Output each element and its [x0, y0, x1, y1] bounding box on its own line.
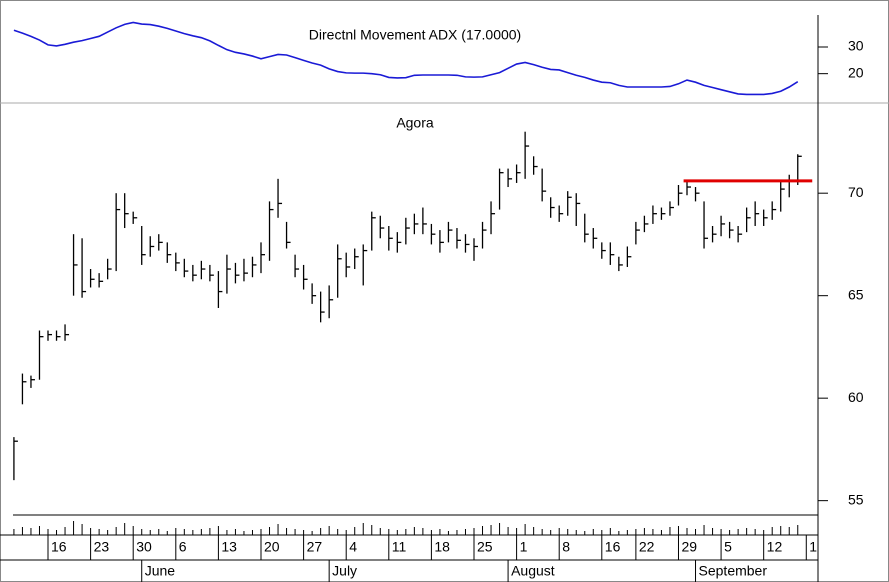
- price-title: Agora: [396, 115, 434, 131]
- y-tick-label: 30: [848, 38, 864, 54]
- y-tick-label: 70: [848, 184, 864, 200]
- x-tick-label: 16: [51, 539, 67, 555]
- x-tick-label: 4: [349, 539, 357, 555]
- y-tick-label: 60: [848, 389, 864, 405]
- x-tick-label: 8: [562, 539, 570, 555]
- x-tick-label: 16: [605, 539, 621, 555]
- x-tick-label: 6: [179, 539, 187, 555]
- x-tick-label: 11: [392, 539, 407, 555]
- x-tick-label: 29: [681, 539, 697, 555]
- x-tick-label: 19: [809, 539, 825, 555]
- y-tick-label: 65: [848, 286, 864, 302]
- x-tick-label: 23: [94, 539, 110, 555]
- x-tick-label: 5: [724, 539, 732, 555]
- x-tick-label: 13: [221, 539, 237, 555]
- x-tick-label: 1: [520, 539, 528, 555]
- y-tick-label: 55: [848, 491, 864, 507]
- adx-title: Directnl Movement ADX (17.0000): [309, 27, 521, 43]
- x-tick-label: 20: [264, 539, 280, 555]
- x-tick-label: 27: [307, 539, 323, 555]
- x-tick-label: 18: [434, 539, 450, 555]
- x-tick-label: 12: [767, 539, 783, 555]
- month-label: September: [699, 563, 768, 579]
- month-label: June: [145, 563, 176, 579]
- adx-line: [13, 21, 799, 96]
- month-label: August: [511, 563, 555, 579]
- y-tick-label: 20: [848, 64, 864, 80]
- month-label: July: [332, 563, 357, 579]
- x-tick-label: 22: [639, 539, 655, 555]
- x-tick-label: 25: [477, 539, 493, 555]
- x-tick-label: 30: [136, 539, 152, 555]
